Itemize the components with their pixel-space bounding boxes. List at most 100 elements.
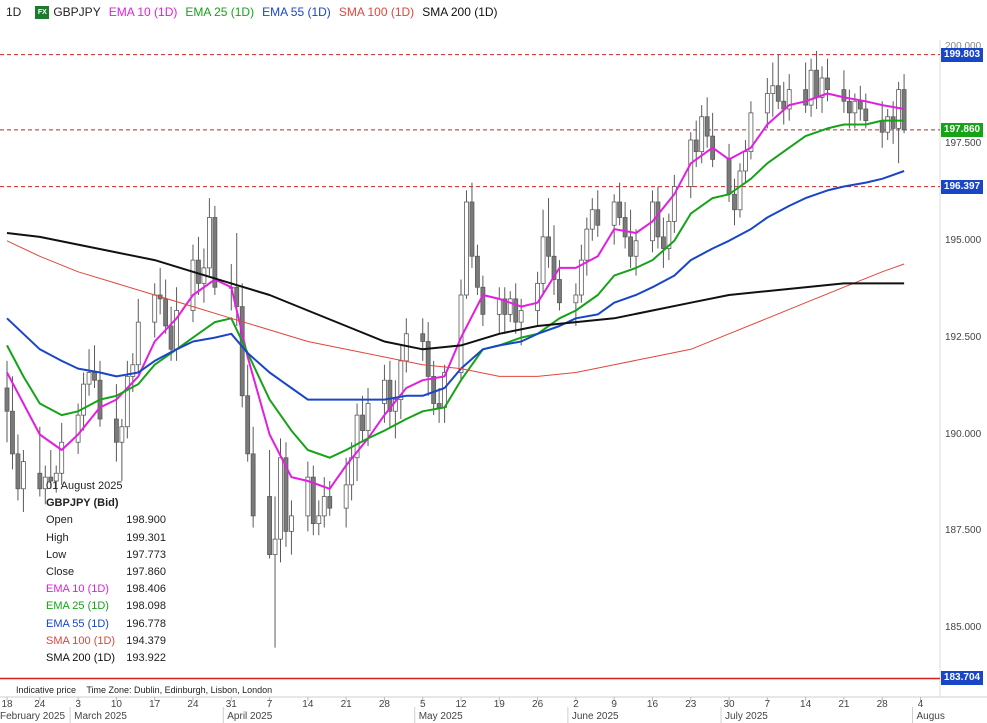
- info-value: 197.773: [126, 548, 166, 561]
- x-tick-label: 5: [419, 699, 426, 710]
- candle-body: [743, 151, 748, 172]
- x-tick-label: 19: [493, 699, 505, 710]
- candle-body: [327, 496, 333, 509]
- candle-body: [310, 476, 316, 525]
- legend-ema10[interactable]: EMA 10 (1D): [108, 5, 178, 19]
- legend-ema55[interactable]: EMA 55 (1D): [262, 5, 331, 19]
- candle-body: [59, 441, 65, 474]
- candle-body: [825, 77, 830, 91]
- candle-body: [502, 298, 508, 315]
- x-tick-label: 9: [611, 699, 617, 710]
- info-row-ema55: EMA 55 (1D) 196.778: [46, 616, 166, 633]
- candle-body: [814, 69, 819, 98]
- candle-body: [628, 236, 633, 257]
- info-label: SMA 200 (1D): [46, 652, 116, 665]
- ma-line-ema25: [6, 119, 905, 459]
- candle-body: [436, 403, 442, 408]
- candle-body: [475, 255, 480, 288]
- candle-body: [496, 298, 502, 315]
- ma-line-ema10: [6, 92, 905, 490]
- candle-body: [704, 116, 710, 137]
- candle-body: [666, 220, 672, 249]
- x-tick-label: 28: [876, 699, 888, 710]
- legend-sma100[interactable]: SMA 100 (1D): [338, 5, 415, 19]
- month-label: July 2025: [725, 711, 768, 722]
- candle-body: [10, 410, 15, 455]
- price-tag: 196.397: [941, 179, 983, 194]
- info-row-high: High 199.301: [46, 530, 166, 547]
- chart-toolbar: 1D FX GBPJPY EMA 10 (1D) EMA 25 (1D) EMA…: [6, 3, 506, 21]
- candle-body: [808, 69, 814, 106]
- candle-body: [212, 217, 218, 288]
- candle-body: [693, 139, 699, 153]
- fx-badge-icon: FX: [35, 5, 50, 19]
- x-tick-label: 14: [800, 699, 812, 710]
- info-row-close: Close 197.860: [46, 564, 166, 581]
- y-tick-label: 197.500: [945, 137, 982, 149]
- candle-body: [622, 217, 628, 238]
- x-tick-label: 21: [340, 699, 352, 710]
- candle-body: [611, 201, 617, 226]
- candle-body: [469, 201, 475, 257]
- legend-sma200[interactable]: SMA 200 (1D): [422, 5, 498, 19]
- candle-body: [48, 476, 54, 482]
- info-label: Open: [46, 514, 73, 527]
- candle-body: [114, 418, 119, 443]
- x-tick-label: 4: [917, 699, 924, 710]
- info-value: 199.301: [126, 531, 166, 544]
- candle-body: [775, 85, 781, 102]
- candle-body: [21, 461, 26, 490]
- candle-body: [655, 201, 661, 238]
- legend-ema25[interactable]: EMA 25 (1D): [185, 5, 255, 19]
- price-tag: 197.860: [941, 122, 983, 137]
- candle-body: [81, 383, 86, 416]
- candle-body: [53, 472, 59, 482]
- candle-body: [841, 89, 847, 102]
- x-tick-label: 12: [455, 699, 467, 710]
- candle-body: [595, 209, 601, 226]
- candle-body: [748, 112, 754, 153]
- candle-body: [354, 414, 360, 459]
- x-tick-label: 31: [225, 699, 237, 710]
- info-row-open: Open 198.900: [46, 512, 166, 529]
- candle-body: [239, 306, 245, 397]
- ma-line-sma200: [6, 232, 905, 351]
- candle-body: [578, 259, 584, 296]
- candle-body: [764, 93, 770, 114]
- candle-body: [589, 209, 595, 230]
- candle-body: [4, 387, 10, 412]
- info-value: 198.098: [126, 600, 166, 613]
- candle-body: [846, 100, 852, 114]
- candle-body: [617, 201, 623, 218]
- x-tick-label: 7: [266, 699, 273, 710]
- info-value: 198.406: [126, 583, 166, 596]
- x-tick-label: 16: [646, 699, 659, 710]
- month-label: June 2025: [571, 711, 619, 722]
- info-row-sma100: SMA 100 (1D) 194.379: [46, 633, 166, 650]
- timezone-note: Time Zone: Dublin, Edinburgh, Lisbon, Lo…: [86, 685, 273, 695]
- candle-body: [75, 414, 81, 443]
- info-label: EMA 25 (1D): [46, 600, 109, 613]
- ma-line-ema55: [6, 170, 905, 401]
- candle-body: [420, 333, 426, 342]
- x-tick-label: 10: [110, 699, 122, 710]
- x-tick-label: 14: [302, 699, 314, 710]
- info-symbol: GBPJPY (Bid): [46, 497, 119, 510]
- x-tick-label: 28: [378, 699, 390, 710]
- symbol-label[interactable]: GBPJPY: [53, 5, 101, 19]
- month-label: Augus: [916, 711, 945, 722]
- candle-body: [737, 170, 743, 211]
- candle-body: [119, 426, 125, 443]
- candle-body: [382, 379, 387, 404]
- candle-body: [551, 255, 557, 280]
- timeframe-selector[interactable]: 1D: [6, 5, 22, 19]
- candle-body: [403, 333, 409, 362]
- y-tick-label: 200.000: [945, 41, 982, 52]
- candle-body: [819, 77, 825, 98]
- candle-body: [431, 375, 437, 404]
- x-tick-label: 17: [149, 699, 161, 710]
- candle-body: [305, 476, 311, 517]
- candle-body: [289, 515, 294, 532]
- candle-body: [343, 484, 349, 509]
